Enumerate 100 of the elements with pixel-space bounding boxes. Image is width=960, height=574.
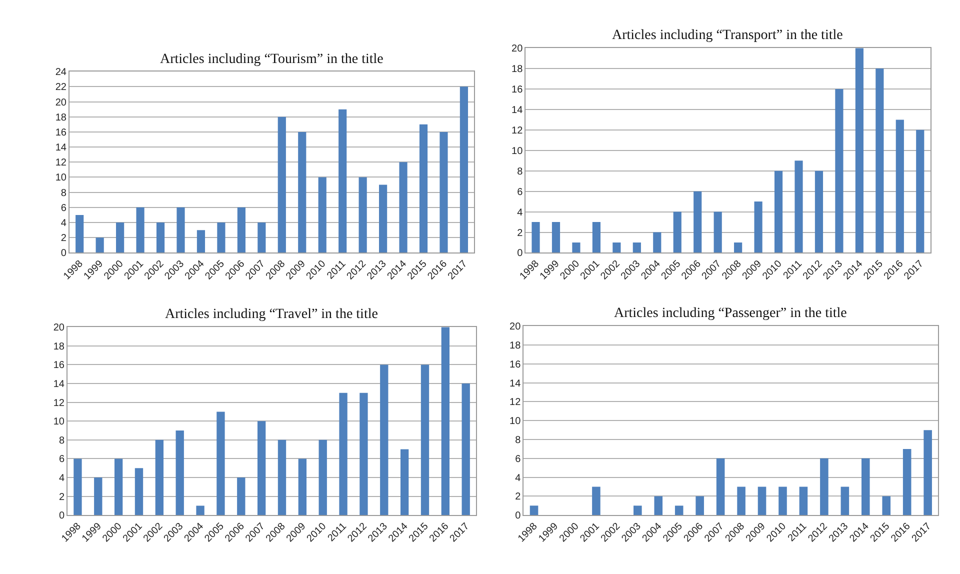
y-tick-label: 18 xyxy=(512,64,524,76)
bar xyxy=(134,468,144,516)
y-tick-label: 20 xyxy=(510,322,522,333)
bar xyxy=(318,177,326,253)
y-tick-label: 2 xyxy=(517,228,524,239)
y-tick-label: 6 xyxy=(517,186,524,198)
y-tick-label: 8 xyxy=(60,188,67,199)
bar xyxy=(298,132,306,253)
bar xyxy=(882,496,891,516)
bar xyxy=(462,384,470,516)
chart-title: Articles including “Travel” in the title xyxy=(165,307,378,322)
bar xyxy=(924,430,932,516)
y-tick-label: 14 xyxy=(512,104,524,116)
bar xyxy=(758,486,766,516)
bar xyxy=(916,130,924,253)
bar xyxy=(861,458,870,516)
y-tick-label: 22 xyxy=(55,82,67,94)
y-tick-label: 20 xyxy=(55,97,67,108)
bar xyxy=(592,486,600,516)
bar xyxy=(74,458,82,516)
bar xyxy=(298,458,307,516)
y-tick-label: 4 xyxy=(60,218,67,230)
y-tick-label: 18 xyxy=(55,112,67,124)
bar xyxy=(896,120,904,253)
bar xyxy=(835,89,844,253)
chart-title: Articles including “Passenger” in the title xyxy=(614,306,847,321)
bar xyxy=(217,222,226,253)
bar xyxy=(94,478,102,516)
y-tick-label: 10 xyxy=(53,416,65,428)
y-tick-label: 8 xyxy=(517,166,524,178)
y-tick-label: 10 xyxy=(55,172,67,184)
bar xyxy=(400,449,409,516)
bar xyxy=(399,162,408,253)
y-tick-label: 10 xyxy=(510,416,522,428)
bar xyxy=(592,222,600,253)
bar xyxy=(716,458,725,516)
bar xyxy=(696,496,704,516)
bar xyxy=(799,486,808,516)
bar xyxy=(840,486,850,516)
bar xyxy=(754,202,762,253)
bar xyxy=(855,48,864,253)
y-tick-label: 16 xyxy=(55,127,67,138)
bar xyxy=(737,486,746,516)
bar xyxy=(530,506,538,516)
bar xyxy=(278,116,286,253)
bar xyxy=(176,430,184,516)
y-tick-label: 4 xyxy=(517,207,524,218)
bar xyxy=(338,109,347,253)
y-tick-label: 2 xyxy=(58,492,65,503)
y-tick-label: 8 xyxy=(58,435,65,446)
bar xyxy=(176,207,185,253)
y-tick-label: 14 xyxy=(53,379,65,390)
bar xyxy=(258,222,266,253)
bar xyxy=(420,364,430,516)
y-tick-label: 12 xyxy=(55,158,67,169)
bar xyxy=(196,230,206,253)
bar xyxy=(441,327,450,516)
bar xyxy=(902,448,912,516)
bar xyxy=(612,242,621,253)
bar xyxy=(552,222,560,253)
bar xyxy=(814,170,824,253)
y-tick-label: 14 xyxy=(55,142,67,154)
bar xyxy=(778,486,787,516)
bar xyxy=(380,364,388,516)
chart-title: Articles including “Transport” in the title xyxy=(612,28,843,43)
y-tick-label: 8 xyxy=(515,435,522,446)
bar xyxy=(216,412,225,516)
y-tick-label: 6 xyxy=(515,454,522,465)
bar xyxy=(572,242,580,253)
y-tick-label: 0 xyxy=(60,248,67,260)
bar xyxy=(876,68,884,253)
bar xyxy=(440,132,448,253)
bar xyxy=(714,212,722,253)
y-tick-label: 0 xyxy=(517,248,524,260)
bar xyxy=(820,458,828,516)
bar xyxy=(379,184,388,253)
y-tick-label: 0 xyxy=(58,510,65,522)
bar xyxy=(116,222,124,253)
bar xyxy=(794,160,803,253)
y-tick-label: 16 xyxy=(510,359,522,370)
bar xyxy=(694,191,702,253)
bar xyxy=(257,421,266,516)
y-tick-label: 16 xyxy=(53,360,65,372)
y-tick-label: 2 xyxy=(515,492,522,503)
chart-title: Articles including “Tourism” in the title xyxy=(160,52,384,67)
y-tick-label: 10 xyxy=(512,146,524,157)
y-tick-label: 6 xyxy=(60,202,67,214)
bar xyxy=(673,212,682,253)
bar xyxy=(339,392,348,516)
bar xyxy=(532,222,540,253)
y-tick-label: 18 xyxy=(510,340,522,352)
y-tick-label: 18 xyxy=(53,341,65,352)
bar xyxy=(237,478,246,516)
bar xyxy=(196,506,204,516)
y-tick-label: 24 xyxy=(55,67,67,78)
bar xyxy=(278,440,286,516)
y-tick-label: 2 xyxy=(60,233,67,244)
bar xyxy=(674,506,684,516)
bar xyxy=(734,242,742,253)
bar xyxy=(318,440,327,516)
